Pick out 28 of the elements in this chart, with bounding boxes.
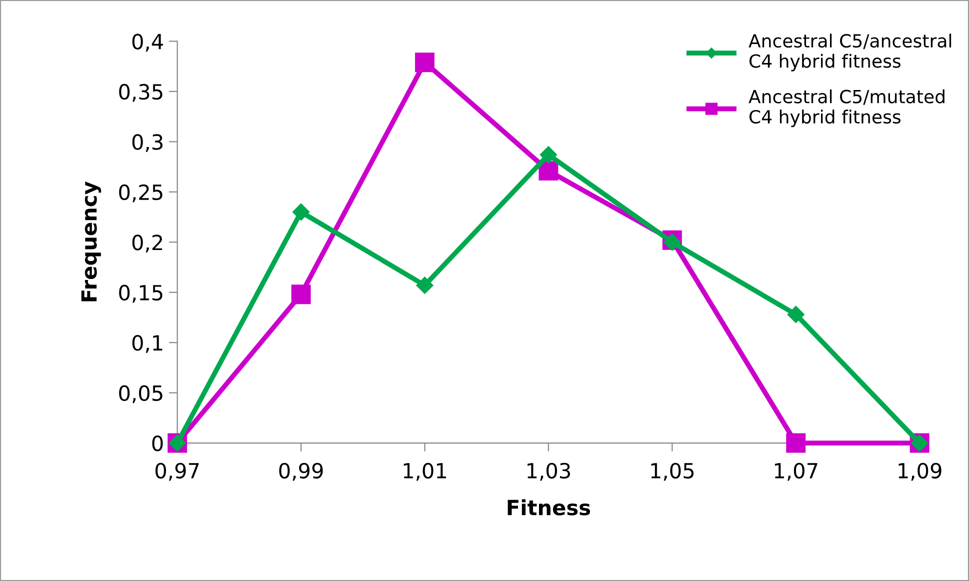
x-tick-label: 1,01 bbox=[404, 462, 446, 481]
point bbox=[787, 306, 804, 323]
y-tick-label: 0,3 bbox=[132, 134, 162, 152]
y-tick-label: 0,05 bbox=[119, 385, 162, 404]
x-tick-label: 1,05 bbox=[651, 462, 694, 481]
x-tick-label: 1,03 bbox=[528, 462, 570, 481]
y-tick-label: 0 bbox=[152, 435, 163, 452]
point bbox=[292, 203, 310, 221]
y-axis-title: Frequency bbox=[81, 182, 102, 302]
y-tick-label: 0,25 bbox=[119, 184, 162, 202]
point bbox=[540, 146, 558, 164]
x-tick-label: 1,07 bbox=[774, 462, 818, 481]
point bbox=[416, 276, 434, 294]
legend-label: Ancestral C5/mutated C4 hybrid fitness bbox=[748, 89, 944, 128]
y-tick-label: 0,4 bbox=[132, 34, 163, 52]
y-tick-label: 0,35 bbox=[119, 84, 162, 102]
x-tick-label: 0,99 bbox=[279, 462, 323, 481]
x-tick-label: 0,97 bbox=[156, 462, 199, 481]
legend-label: Ancestral C5/ancestral C4 hybrid fitness bbox=[748, 34, 952, 72]
y-tick-label: 0,1 bbox=[132, 335, 162, 353]
x-axis-title: Fitness bbox=[508, 499, 590, 516]
y-tick-label: 0,2 bbox=[132, 234, 162, 252]
point bbox=[415, 52, 434, 72]
x-tick-label: 1,09 bbox=[898, 462, 942, 481]
point bbox=[786, 433, 806, 453]
point bbox=[664, 234, 681, 251]
point bbox=[291, 284, 311, 304]
y-tick-label: 0,15 bbox=[119, 284, 162, 303]
